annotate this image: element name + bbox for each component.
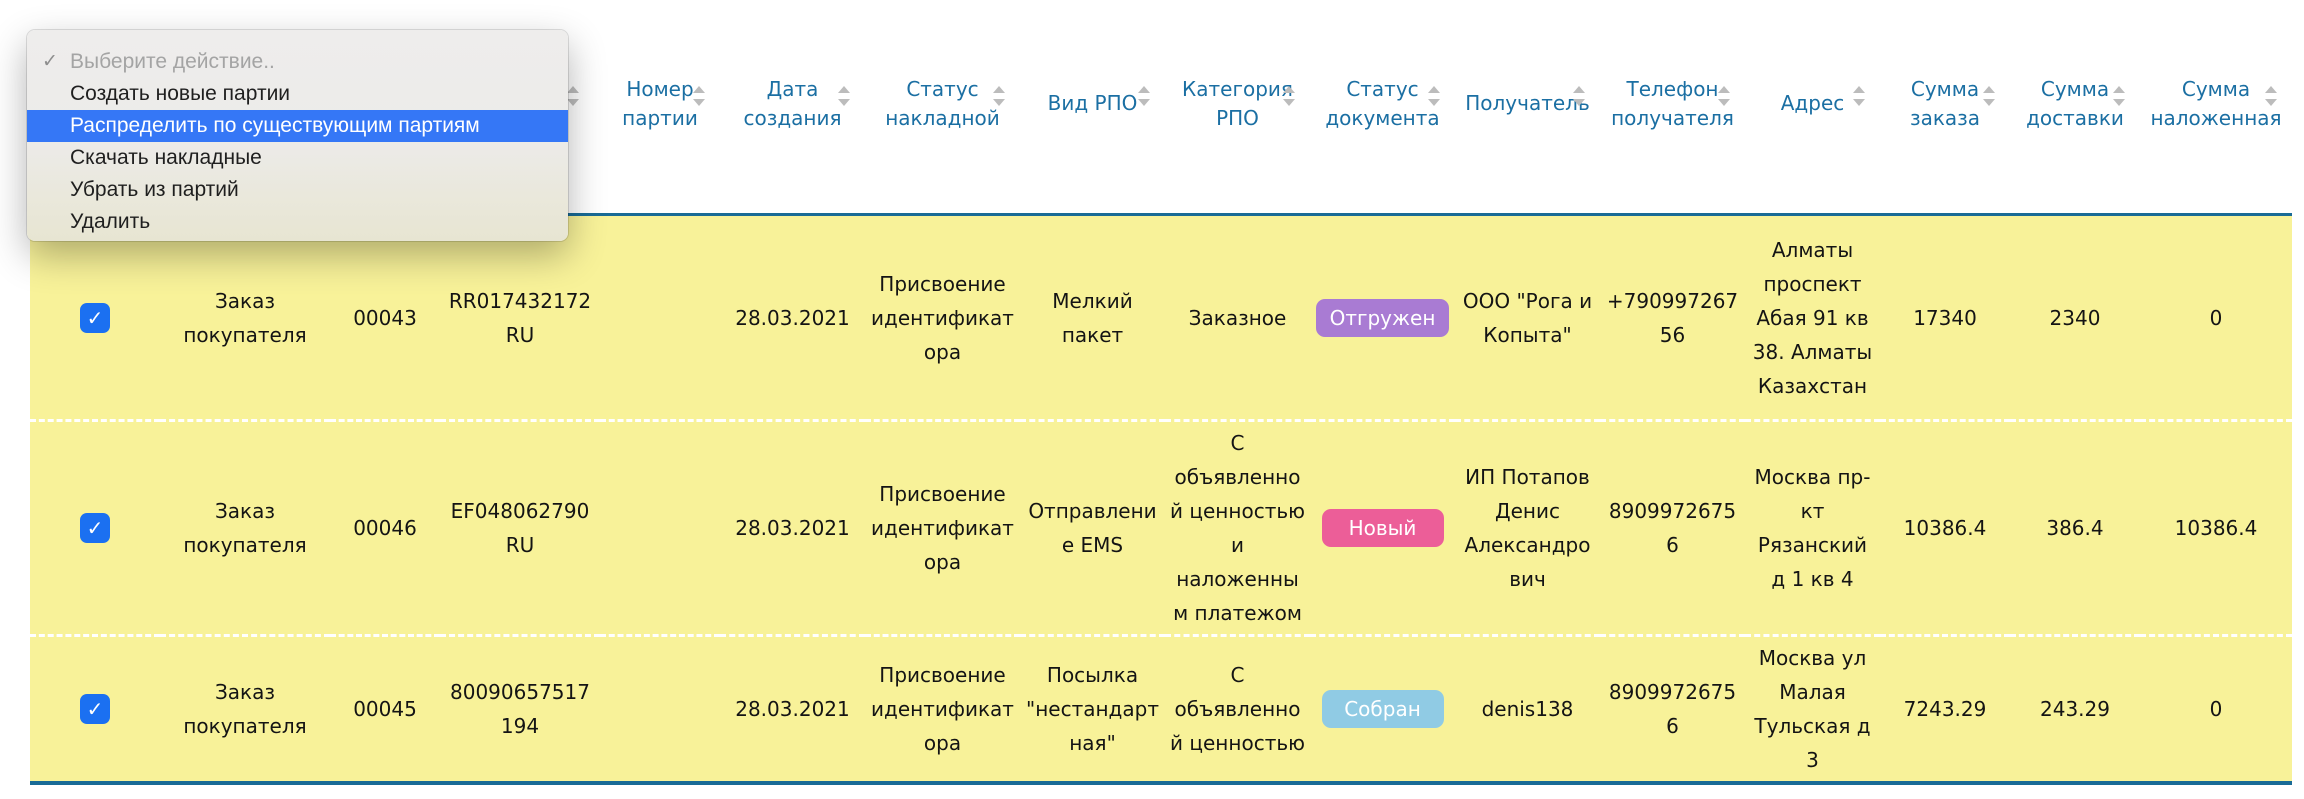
cell-cod-sum: 0 [2209, 697, 2223, 721]
menu-item-download-waybills[interactable]: Скачать накладные [70, 146, 262, 169]
header-order-sum[interactable]: Сумма заказа [1880, 0, 2010, 215]
total-order-sum: 34969.69 [1880, 783, 2010, 799]
cell-rpo-kind: Отправление EMS [1028, 499, 1157, 557]
checkmark-icon: ✓ [86, 697, 104, 721]
sort-icon[interactable] [1427, 84, 1441, 108]
cell-delivery-sum: 2340 [2049, 305, 2101, 330]
cell-rpo-kind: Посылка "нестандартная" [1026, 663, 1159, 755]
cell-doc-type: Заказ покупателя [183, 288, 307, 347]
cell-cod-sum: 0 [2209, 305, 2223, 330]
cell-recipient: ООО "Рога и Копыта" [1462, 288, 1593, 347]
cell-address: Москва ул Малая Тульская д 3 [1754, 646, 1871, 772]
cell-rpo-category: Заказное [1188, 305, 1287, 330]
cell-delivery-sum: 243.29 [2040, 697, 2110, 721]
checkmark-icon: ✓ [86, 305, 104, 330]
menu-item-distribute-to-batches[interactable]: Распределить по существующим партиям [27, 110, 568, 142]
cell-doc-number: 00045 [353, 697, 417, 721]
sort-icon[interactable] [2264, 84, 2278, 108]
table-row: ✓ Заказ покупателя 00046 EF048062790RU 2… [30, 421, 2292, 636]
cell-rpo-category: С объявленной ценностью и наложенным пла… [1170, 431, 1305, 625]
header-cod-sum[interactable]: Сумма наложенная [2140, 0, 2292, 215]
table-row: ✓ Заказ покупателя 00045 80090657517194 … [30, 636, 2292, 784]
total-delivery-sum: 2969.69 [2010, 783, 2140, 799]
header-delivery-sum[interactable]: Сумма доставки [2010, 0, 2140, 215]
cell-created-date: 28.03.2021 [735, 305, 850, 330]
sort-icon[interactable] [1282, 84, 1296, 108]
header-batch-number[interactable]: Номер партии [600, 0, 720, 215]
orders-table: Номер партии Дата создания Статус наклад… [30, 0, 2292, 799]
totals-row: 34969.69 2969.69 10386.4 [30, 783, 2292, 799]
sort-icon[interactable] [1852, 84, 1866, 108]
cell-order-sum: 17340 [1913, 305, 1977, 330]
cell-address: Алматы проспект Абая 91 кв 38. Алматы Ка… [1752, 237, 1873, 398]
row-checkbox-checked[interactable]: ✓ [80, 694, 110, 724]
cell-doc-number: 00043 [353, 305, 417, 330]
table-row: ✓ Заказ покупателя 00043 RR017432172RU 2… [30, 215, 2292, 421]
cell-recipient-phone: 89099726756 [1608, 499, 1737, 557]
header-recipient-phone[interactable]: Телефон получателя [1600, 0, 1745, 215]
header-rpo-kind[interactable]: Вид РПО [1020, 0, 1165, 215]
menu-item-placeholder[interactable]: ✓ Выберите действие.. [27, 46, 568, 78]
cell-waybill-status: Присвоение идентификатора [871, 271, 1014, 364]
cell-batch-number [600, 421, 720, 636]
cell-recipient: ИП Потапов Денис Александрович [1464, 465, 1591, 591]
sort-icon[interactable] [1717, 84, 1731, 108]
status-badge: Новый [1321, 509, 1444, 547]
cell-recipient-phone: 89099726756 [1608, 680, 1737, 738]
menu-item-delete[interactable]: Удалить [70, 210, 151, 233]
cell-order-sum: 7243.29 [1903, 697, 1987, 721]
table-body: ✓ Заказ покупателя 00043 RR017432172RU 2… [30, 214, 2292, 784]
sort-icon[interactable] [566, 84, 580, 108]
header-recipient[interactable]: Получатель [1455, 0, 1600, 215]
checkmark-icon: ✓ [42, 51, 58, 72]
sort-icon[interactable] [1572, 84, 1586, 108]
cell-delivery-sum: 386.4 [2046, 516, 2104, 540]
sort-icon[interactable] [1982, 84, 1996, 108]
sort-icon[interactable] [2112, 84, 2126, 108]
cell-rpo-category: С объявленной ценностью [1170, 663, 1305, 755]
sort-icon[interactable] [837, 84, 851, 108]
cell-created-date: 28.03.2021 [735, 516, 850, 540]
cell-doc-type: Заказ покупателя [183, 680, 307, 738]
cell-created-date: 28.03.2021 [735, 697, 850, 721]
header-address[interactable]: Адрес [1745, 0, 1880, 215]
row-checkbox-checked[interactable]: ✓ [80, 302, 110, 333]
header-rpo-category[interactable]: Категория РПО [1165, 0, 1310, 215]
sort-icon[interactable] [692, 84, 706, 108]
total-cod-sum: 10386.4 [2140, 783, 2292, 799]
cell-barcode: EF048062790RU [450, 499, 590, 557]
status-badge: Отгружен [1315, 298, 1450, 337]
action-select-menu: ✓ Выберите действие.. Создать новые парт… [27, 30, 568, 241]
cell-recipient: denis138 [1481, 697, 1574, 721]
cell-address: Москва пр-кт Рязанский д 1 кв 4 [1754, 465, 1871, 591]
menu-item-create-batches[interactable]: Создать новые партии [70, 82, 291, 105]
cell-waybill-status: Присвоение идентификатора [871, 663, 1014, 755]
cell-order-sum: 10386.4 [1903, 516, 1987, 540]
cell-barcode: 80090657517194 [450, 680, 590, 738]
sort-icon[interactable] [992, 84, 1006, 108]
cell-batch-number [600, 636, 720, 784]
menu-item-remove-from-batches[interactable]: Убрать из партий [70, 178, 239, 201]
table-footer: 34969.69 2969.69 10386.4 [30, 783, 2292, 799]
cell-barcode: RR017432172RU [448, 288, 592, 347]
header-created-date[interactable]: Дата создания [720, 0, 865, 215]
cell-doc-type: Заказ покупателя [183, 499, 307, 557]
row-checkbox-checked[interactable]: ✓ [80, 513, 110, 543]
cell-batch-number [600, 215, 720, 421]
header-waybill-status[interactable]: Статус накладной [865, 0, 1020, 215]
status-badge: Собран [1321, 690, 1444, 728]
cell-recipient-phone: +79099726756 [1606, 288, 1739, 347]
cell-cod-sum: 10386.4 [2174, 516, 2258, 540]
sort-icon[interactable] [1137, 84, 1151, 108]
cell-waybill-status: Присвоение идентификатора [871, 482, 1014, 574]
header-doc-status[interactable]: Статус документа [1310, 0, 1455, 215]
cell-rpo-kind: Мелкий пакет [1052, 288, 1133, 347]
cell-doc-number: 00046 [353, 516, 417, 540]
checkmark-icon: ✓ [86, 516, 104, 540]
